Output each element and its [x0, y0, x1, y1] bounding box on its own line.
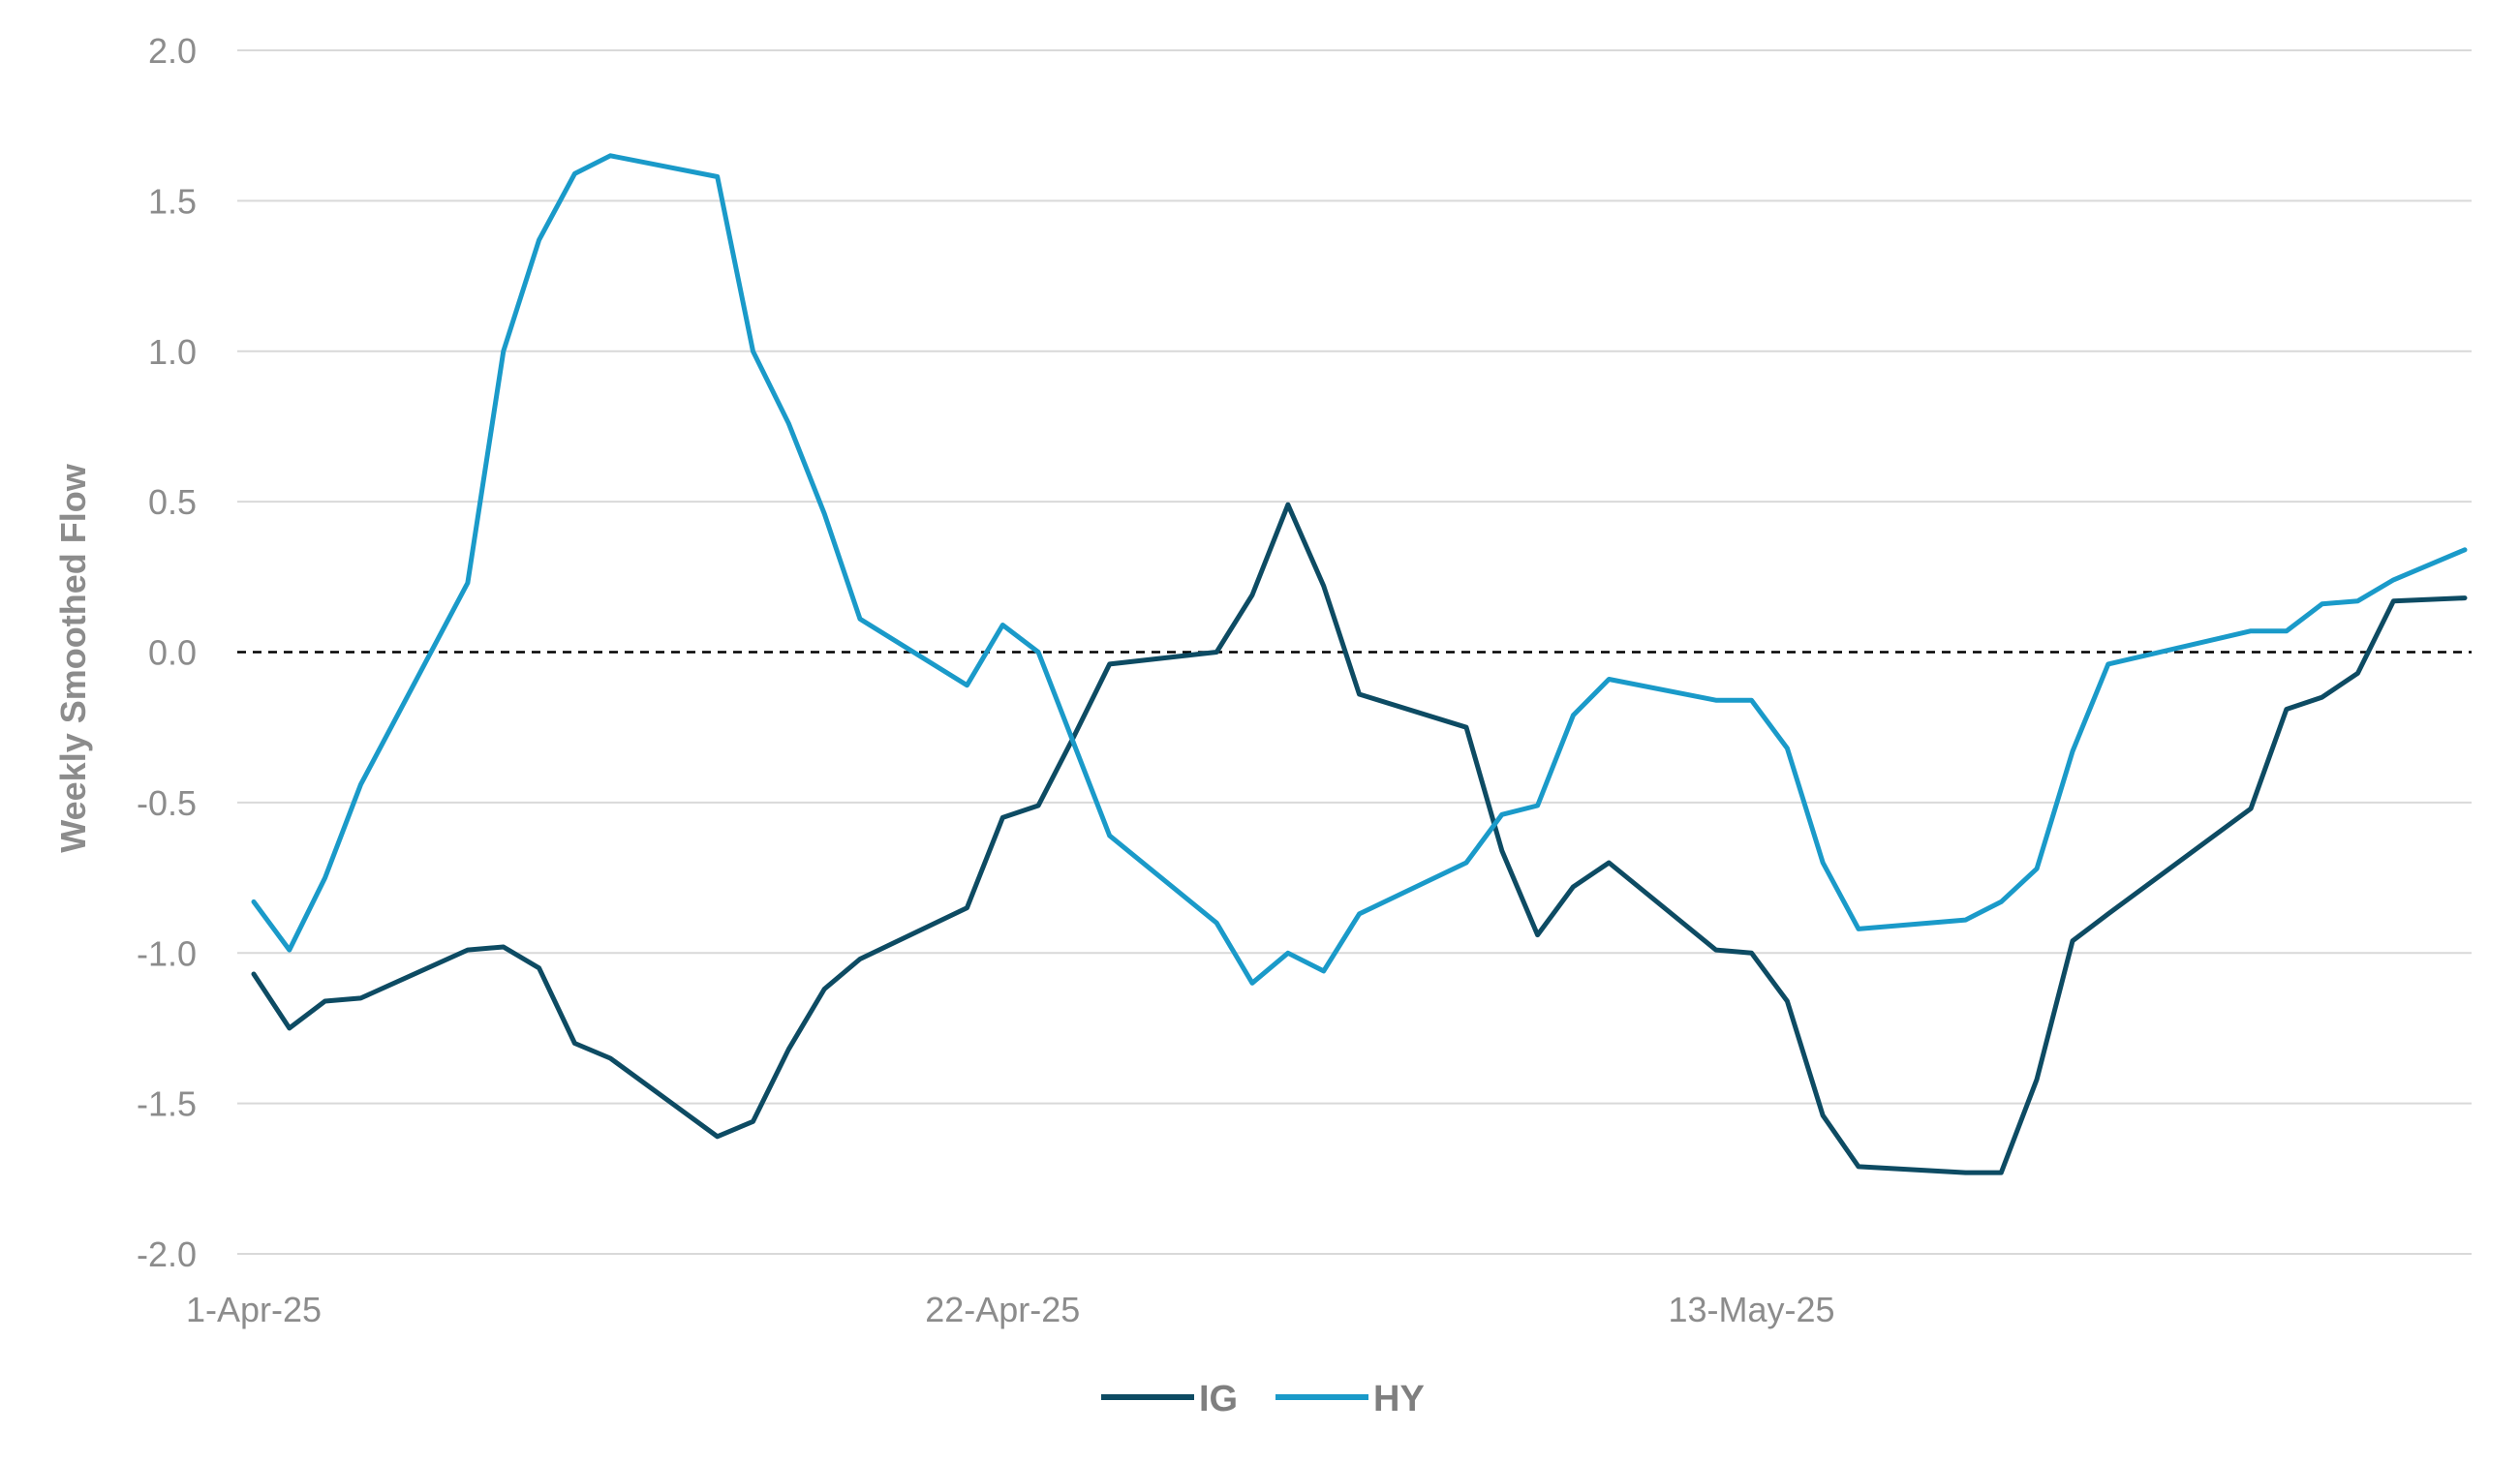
series-layer: [251, 153, 2468, 1175]
x-tick-label: 13-May-25: [1669, 1290, 1835, 1329]
x-tick-label: 22-Apr-25: [925, 1290, 1080, 1329]
y-tick-label: 1.5: [148, 181, 197, 221]
legend-label: HY: [1373, 1379, 1425, 1419]
x-tick-label: 1-Apr-25: [186, 1290, 322, 1329]
series-line-hy: [251, 153, 2468, 986]
legend-item-hy[interactable]: HY: [1275, 1379, 1425, 1419]
y-tick-label: 0.0: [148, 633, 197, 673]
y-axis-title: Weekly Smoothed Flow: [53, 463, 93, 852]
legend[interactable]: IG HY: [1101, 1379, 1425, 1419]
y-tick-label: 1.0: [148, 332, 197, 372]
y-tick-label: -2.0: [137, 1234, 197, 1274]
series-line-ig: [251, 502, 2468, 1175]
legend-item-ig[interactable]: IG: [1101, 1379, 1238, 1419]
gridlines: [237, 49, 2472, 1255]
y-axis-ticks: -2.0 -1.5 -1.0 -0.5 0.0 0.5 1.0 1.5 2.0: [137, 31, 197, 1274]
y-tick-label: -1.0: [137, 933, 197, 973]
y-tick-label: -0.5: [137, 783, 197, 823]
y-tick-label: 0.5: [148, 482, 197, 522]
y-tick-label: 2.0: [148, 31, 197, 71]
y-tick-label: -1.5: [137, 1084, 197, 1124]
legend-label: IG: [1199, 1379, 1238, 1419]
x-axis-ticks: 1-Apr-25 22-Apr-25 13-May-25: [186, 1290, 1835, 1329]
